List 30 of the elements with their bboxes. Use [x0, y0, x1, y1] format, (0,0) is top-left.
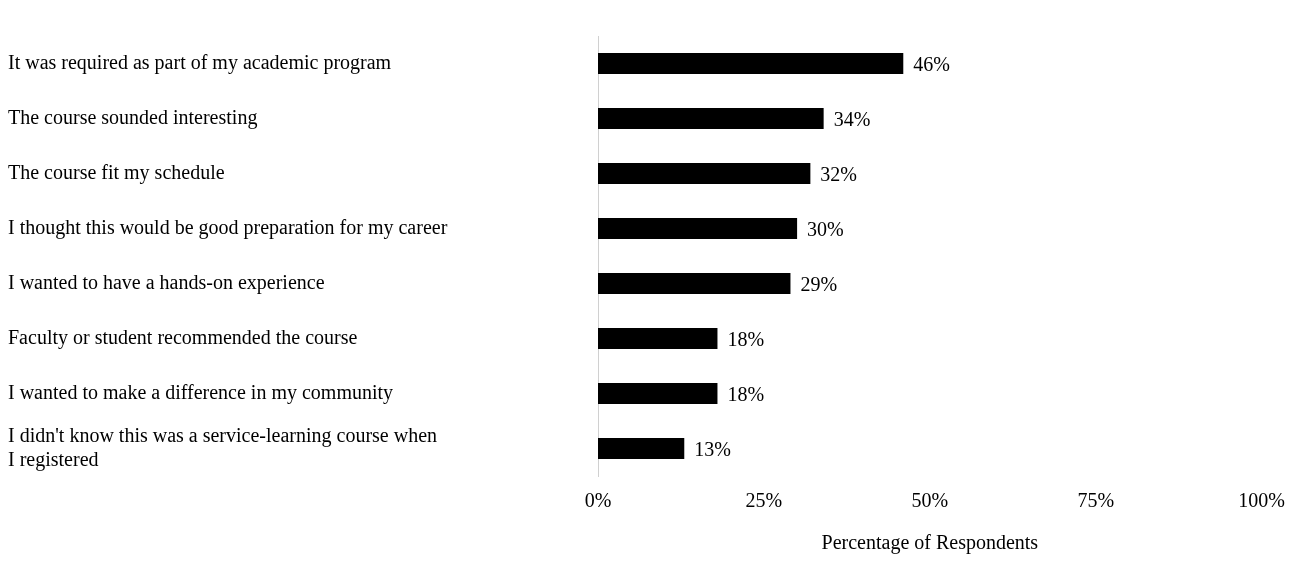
x-tick-label: 75% [1077, 489, 1115, 512]
bar [598, 108, 824, 129]
y-tick-label: The course sounded interesting [8, 105, 258, 129]
y-tick-label: I wanted to make a difference in my community [8, 380, 394, 404]
x-tick-label: 100% [1238, 489, 1286, 512]
data-label: 13% [694, 437, 731, 460]
bar [598, 328, 718, 349]
y-tick-label: I didn't know this was a service-learning course when I registered [8, 423, 438, 471]
bar [598, 218, 798, 239]
bar [598, 53, 904, 74]
data-label: 30% [807, 217, 844, 240]
y-tick-label: The course fit my schedule [8, 160, 225, 184]
x-tick-label: 25% [745, 489, 783, 512]
x-axis-title: Percentage of Respondents [821, 531, 1039, 555]
data-label: 34% [833, 107, 871, 130]
y-tick-label: I wanted to have a hands-on experience [8, 270, 325, 294]
data-label: 18% [727, 382, 765, 405]
y-tick-label: It was required as part of my academic program [8, 50, 392, 74]
data-label: 18% [727, 327, 765, 350]
bar [598, 438, 685, 459]
y-tick-label: I thought this would be good preparation for my career [8, 215, 448, 239]
data-label: 29% [800, 272, 838, 295]
data-label: 32% [820, 162, 858, 185]
bar [598, 383, 718, 404]
bar [598, 163, 811, 184]
x-tick-label: 50% [911, 489, 949, 512]
y-tick-label: Faculty or student recommended the course [8, 325, 358, 349]
x-tick-label: 0% [584, 489, 612, 512]
bar [598, 273, 791, 294]
data-label: 46% [913, 52, 950, 75]
